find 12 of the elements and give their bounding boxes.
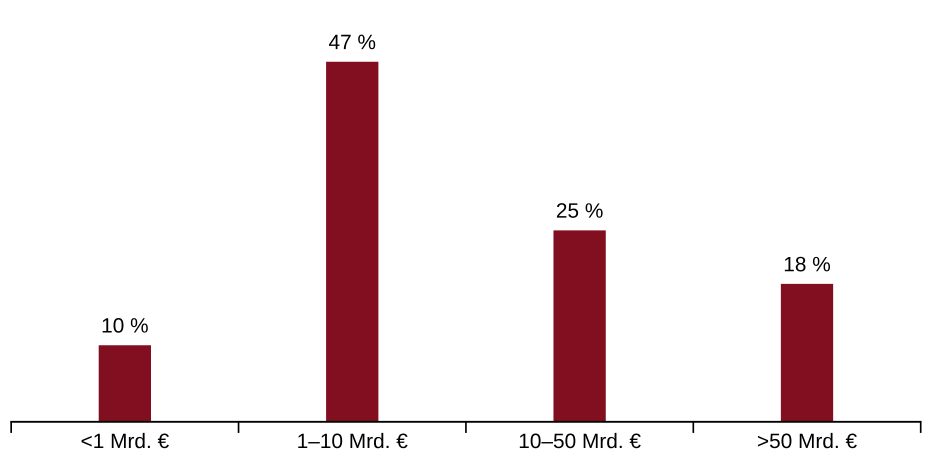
- x-tick-label: <1 Mrd. €: [82, 432, 169, 448]
- data-label: 25 %: [556, 203, 603, 218]
- x-tick-label: 1–10 Mrd. €: [298, 432, 408, 448]
- data-label: 10 %: [102, 318, 148, 333]
- data-label: 18 %: [784, 256, 830, 272]
- data-label: 47 %: [328, 34, 376, 50]
- bar: [780, 284, 834, 422]
- bar: [98, 345, 151, 422]
- x-tick-label: >50 Mrd. €: [758, 432, 857, 448]
- bar: [553, 230, 606, 422]
- x-tick-label: 10–50 Mrd. €: [520, 432, 641, 448]
- bar: [326, 62, 378, 422]
